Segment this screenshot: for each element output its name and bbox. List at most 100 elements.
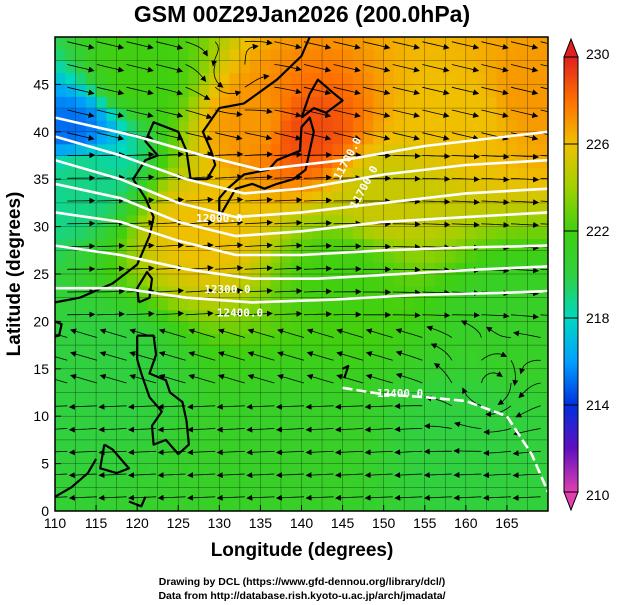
field-cell bbox=[342, 60, 354, 74]
field-cell bbox=[445, 368, 457, 382]
field-cell bbox=[322, 416, 333, 429]
field-cell bbox=[311, 96, 323, 109]
field-cell bbox=[352, 167, 364, 180]
field-cell bbox=[322, 475, 333, 488]
field-cell bbox=[311, 297, 323, 311]
field-cell bbox=[96, 250, 107, 263]
streamline-arrow bbox=[303, 132, 332, 141]
field-cell bbox=[301, 202, 313, 216]
field-cell bbox=[455, 416, 467, 429]
field-cell bbox=[291, 179, 303, 192]
streamline-arrow bbox=[303, 197, 333, 204]
streamline-arrow bbox=[126, 41, 154, 50]
field-cell bbox=[126, 143, 138, 157]
field-cell bbox=[178, 487, 190, 500]
streamline-arrow bbox=[392, 221, 421, 228]
streamline-arrow bbox=[394, 494, 423, 501]
field-cell bbox=[270, 345, 282, 358]
field-cell bbox=[476, 333, 487, 346]
field-cell bbox=[209, 451, 220, 465]
field-cell bbox=[75, 48, 87, 62]
field-cell bbox=[486, 333, 498, 346]
field-cell bbox=[373, 451, 385, 465]
field-cell bbox=[137, 120, 149, 133]
field-cell bbox=[65, 143, 77, 157]
field-cell bbox=[126, 428, 138, 441]
field-cell bbox=[414, 202, 426, 216]
field-cell bbox=[332, 439, 344, 453]
field-cell bbox=[106, 356, 118, 370]
field-cell bbox=[517, 428, 529, 441]
streamline-arrow bbox=[274, 310, 303, 317]
field-cell bbox=[229, 439, 241, 453]
streamline-arrow bbox=[126, 109, 154, 119]
field-cell bbox=[517, 345, 529, 358]
field-cell bbox=[332, 297, 344, 311]
streamline-arrow bbox=[217, 328, 245, 338]
field-cell bbox=[352, 428, 364, 441]
streamline-arrow bbox=[55, 496, 68, 498]
field-cell bbox=[455, 392, 467, 405]
field-cell bbox=[465, 333, 477, 346]
field-cell bbox=[496, 463, 508, 476]
streamline-arrow bbox=[67, 86, 95, 96]
field-cell bbox=[229, 368, 241, 382]
field-cell bbox=[352, 250, 364, 263]
field-cell bbox=[435, 179, 446, 192]
field-cell bbox=[198, 155, 210, 168]
field-cell bbox=[96, 392, 107, 405]
field-cell bbox=[527, 416, 539, 429]
streamline-arrow bbox=[392, 289, 421, 296]
field-cell bbox=[126, 108, 138, 121]
field-cell bbox=[270, 475, 282, 488]
field-cell bbox=[332, 191, 344, 204]
field-cell bbox=[157, 451, 169, 465]
field-cell bbox=[106, 463, 118, 476]
x-tick-label: 130 bbox=[208, 515, 232, 531]
field-cell bbox=[260, 202, 272, 216]
field-cell bbox=[311, 226, 323, 240]
field-cell bbox=[496, 321, 508, 334]
streamline-arrow bbox=[157, 472, 186, 479]
field-cell bbox=[188, 72, 200, 85]
field-cell bbox=[291, 191, 303, 204]
field-cell bbox=[414, 84, 426, 97]
field-cell bbox=[322, 297, 333, 311]
field-cell bbox=[332, 143, 344, 157]
field-cell bbox=[322, 451, 333, 465]
streamline-arrow bbox=[422, 175, 451, 182]
streamline-arrow bbox=[68, 449, 97, 456]
field-cell bbox=[281, 238, 292, 251]
streamline-arrow bbox=[187, 494, 216, 501]
field-cell bbox=[198, 214, 210, 228]
field-cell bbox=[414, 499, 426, 511]
field-cell bbox=[301, 238, 313, 251]
field-cell bbox=[506, 191, 518, 204]
field-cell bbox=[85, 274, 97, 287]
field-cell bbox=[506, 60, 518, 74]
field-cell bbox=[352, 226, 364, 240]
field-cell bbox=[496, 108, 508, 121]
field-cell bbox=[445, 404, 457, 417]
field-cell bbox=[393, 356, 405, 370]
field-cell bbox=[373, 191, 385, 204]
field-cell bbox=[106, 499, 118, 511]
field-cell bbox=[363, 345, 374, 358]
coastline bbox=[55, 320, 63, 338]
field-cell bbox=[445, 463, 457, 476]
field-cell bbox=[260, 380, 272, 394]
field-cell bbox=[281, 131, 292, 145]
field-cell bbox=[537, 96, 548, 109]
field-cell bbox=[486, 48, 498, 62]
field-cell bbox=[301, 439, 313, 453]
streamline-arrow bbox=[96, 265, 125, 272]
field-cell bbox=[75, 345, 87, 358]
field-cell bbox=[157, 333, 169, 346]
field-cell bbox=[55, 392, 66, 405]
field-cell bbox=[373, 475, 385, 488]
field-cell bbox=[517, 368, 529, 382]
field-cell bbox=[188, 179, 200, 192]
field-cell bbox=[75, 131, 87, 145]
field-cell bbox=[65, 72, 77, 85]
